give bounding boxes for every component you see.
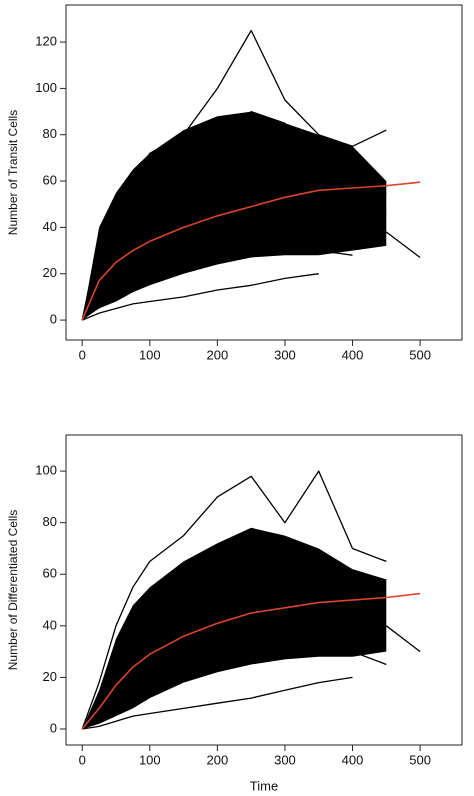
y-tick-label: 100 (35, 80, 57, 95)
plot-frame (65, 4, 463, 341)
trajectory-line (81, 208, 421, 321)
trajectory-line (81, 547, 387, 730)
x-tick-label: 400 (342, 752, 364, 767)
y-tick-label: 120 (35, 34, 57, 49)
trajectory-line (81, 110, 387, 321)
y-tick-label: 60 (43, 566, 57, 581)
y-tick-label: 40 (43, 617, 57, 632)
y-tick-label: 20 (43, 265, 57, 280)
y-tick-label: 80 (43, 514, 57, 529)
y-tick-label: 100 (35, 463, 57, 478)
mean-line (81, 181, 421, 321)
y-axis-label: Number of Transit Cells (6, 110, 20, 235)
trajectory-band (82, 111, 387, 321)
x-tick-label: 300 (274, 347, 296, 362)
x-tick-label: 500 (409, 347, 431, 362)
x-tick-label: 300 (274, 752, 296, 767)
trajectory-line (81, 245, 353, 321)
trajectory-line (81, 29, 387, 321)
y-tick-label: 80 (43, 126, 57, 141)
trajectory-line (81, 273, 319, 321)
trajectory-line (81, 470, 387, 730)
y-axis-label: Number of Differentiated Cells (6, 510, 20, 671)
y-tick-label: 40 (43, 219, 57, 234)
trajectory-line (82, 676, 353, 730)
x-tick-label: 200 (207, 347, 229, 362)
trajectory-line (81, 180, 387, 321)
y-tick-label: 0 (50, 312, 57, 327)
x-tick-label: 400 (342, 347, 364, 362)
x-tick-label: 200 (207, 752, 229, 767)
x-tick-label: 100 (139, 347, 161, 362)
trajectory-line (81, 599, 421, 730)
y-tick-label: 0 (50, 720, 57, 735)
x-tick-label: 0 (79, 347, 86, 362)
x-axis-label: Time (250, 778, 278, 793)
y-tick-label: 60 (43, 173, 57, 188)
mean-line (81, 592, 421, 730)
plot-frame (65, 434, 463, 746)
x-tick-label: 500 (409, 752, 431, 767)
y-tick-label: 20 (43, 669, 57, 684)
x-tick-label: 100 (139, 752, 161, 767)
trajectory-band (82, 527, 387, 729)
trajectory-line (81, 630, 387, 730)
x-tick-label: 0 (79, 752, 86, 767)
